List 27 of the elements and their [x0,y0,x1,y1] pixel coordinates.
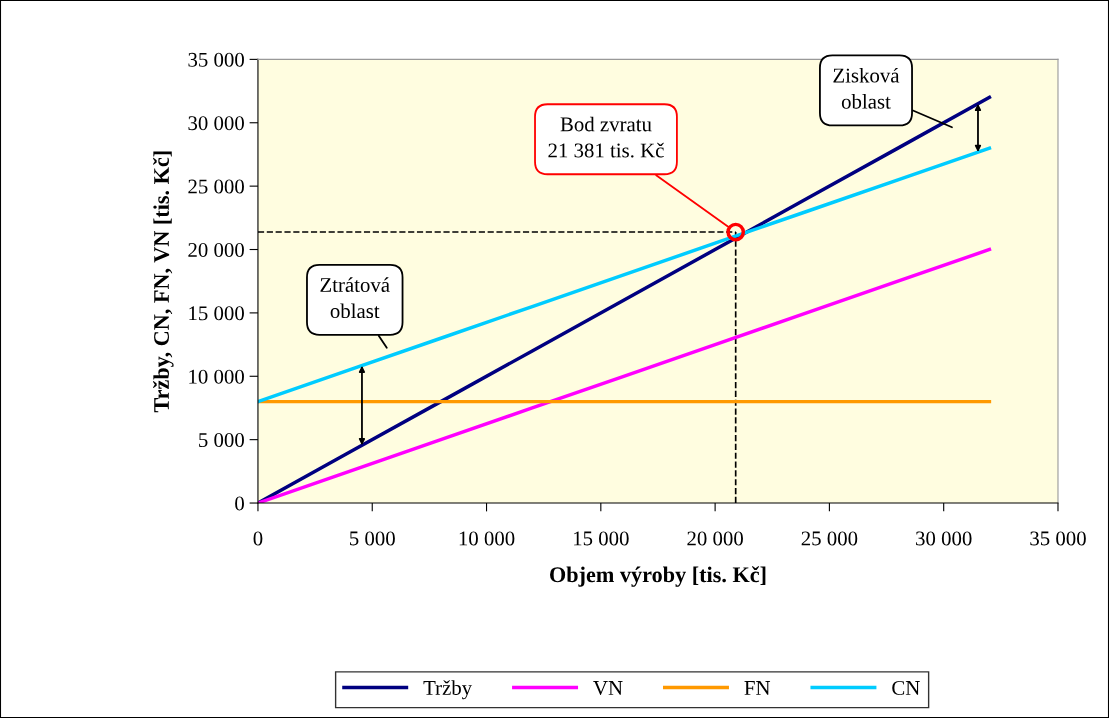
line-series [257,95,992,504]
y-tick-label: 5 000 [199,433,244,448]
y-tick-label: 20 000 [188,242,244,257]
y-tick-label: 35 000 [188,52,244,67]
x-tick-label: 10 000 [459,531,515,546]
x-tick-label: 25 000 [801,531,858,546]
x-tick-label: 15 000 [574,531,629,546]
y-axis-title: Tržby, CN, FN, VN [tis. Kč] [153,151,174,413]
annotation: Ztrátová oblast [320,277,390,319]
x-tick-label: 5 000 [350,531,395,546]
x-tick-label: 30 000 [916,531,972,546]
legend-label: FN [744,681,771,695]
legend-label: CN [892,680,920,695]
y-tick-label: 10 000 [189,369,244,384]
y-tick-label: 25 000 [188,179,244,194]
x-tick-label: 35 000 [1030,531,1086,546]
annotation: Zisková oblast [833,67,900,109]
y-tick-label: 30 000 [188,116,244,131]
x-axis-title: Objem výroby [tis. Kč] [550,566,766,587]
y-tick-label: 0 [235,496,244,511]
y-tick-label: 15 000 [189,306,244,321]
annotation: Bod zvratu 21 381 tis. Kč [548,116,664,158]
legend-label: Tržby [423,680,473,700]
x-tick-label: 20 000 [687,531,743,546]
x-tick-label: 0 [253,531,263,546]
legend-label: VN [593,681,623,696]
line-series [257,247,992,504]
